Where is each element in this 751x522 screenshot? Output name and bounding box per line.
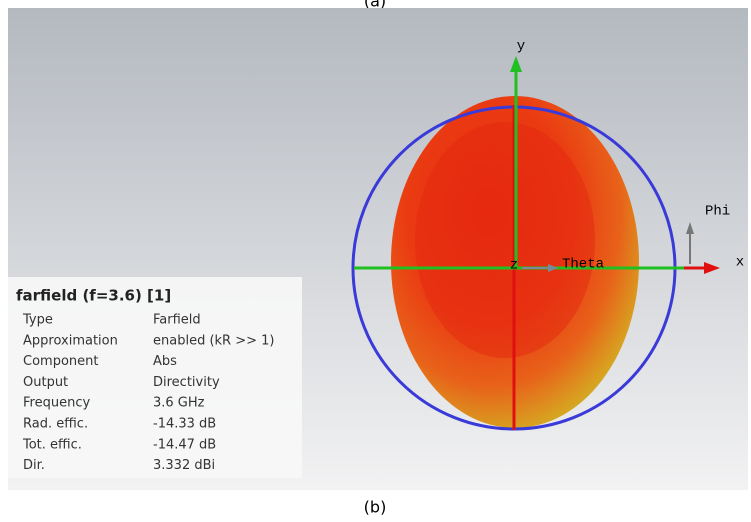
screenshot: (a) x y z Theta Phi farfield (f=3.6) [1]… <box>0 0 751 522</box>
info-value: Farfield <box>153 313 201 328</box>
theta-label: Theta <box>562 257 604 273</box>
page: (a) x y z Theta Phi farfield (f=3.6) [1]… <box>0 0 751 522</box>
info-title: farfield (f=3.6) [1] <box>16 287 171 305</box>
lobe-core <box>415 122 595 358</box>
info-value: Abs <box>153 354 177 369</box>
info-key: Type <box>22 313 53 328</box>
phi-label: Phi <box>705 204 730 220</box>
info-value: enabled (kR >> 1) <box>153 333 274 348</box>
info-key: Approximation <box>23 333 118 348</box>
info-value: -14.47 dB <box>153 437 216 452</box>
x-label: x <box>736 255 744 271</box>
info-key: Frequency <box>23 396 90 411</box>
info-value: 3.332 dBi <box>153 458 215 473</box>
z-label: z <box>510 258 518 274</box>
info-value: -14.33 dB <box>153 417 216 432</box>
info-key: Dir. <box>23 458 45 473</box>
info-key: Rad. effic. <box>23 417 88 432</box>
info-key: Component <box>23 354 98 369</box>
info-value: Directivity <box>153 375 220 390</box>
caption: (b) <box>364 498 387 517</box>
info-key: Output <box>23 375 68 390</box>
info-key: Tot. effic. <box>22 437 82 452</box>
y-label: y <box>517 39 525 55</box>
info-value: 3.6 GHz <box>153 396 205 411</box>
